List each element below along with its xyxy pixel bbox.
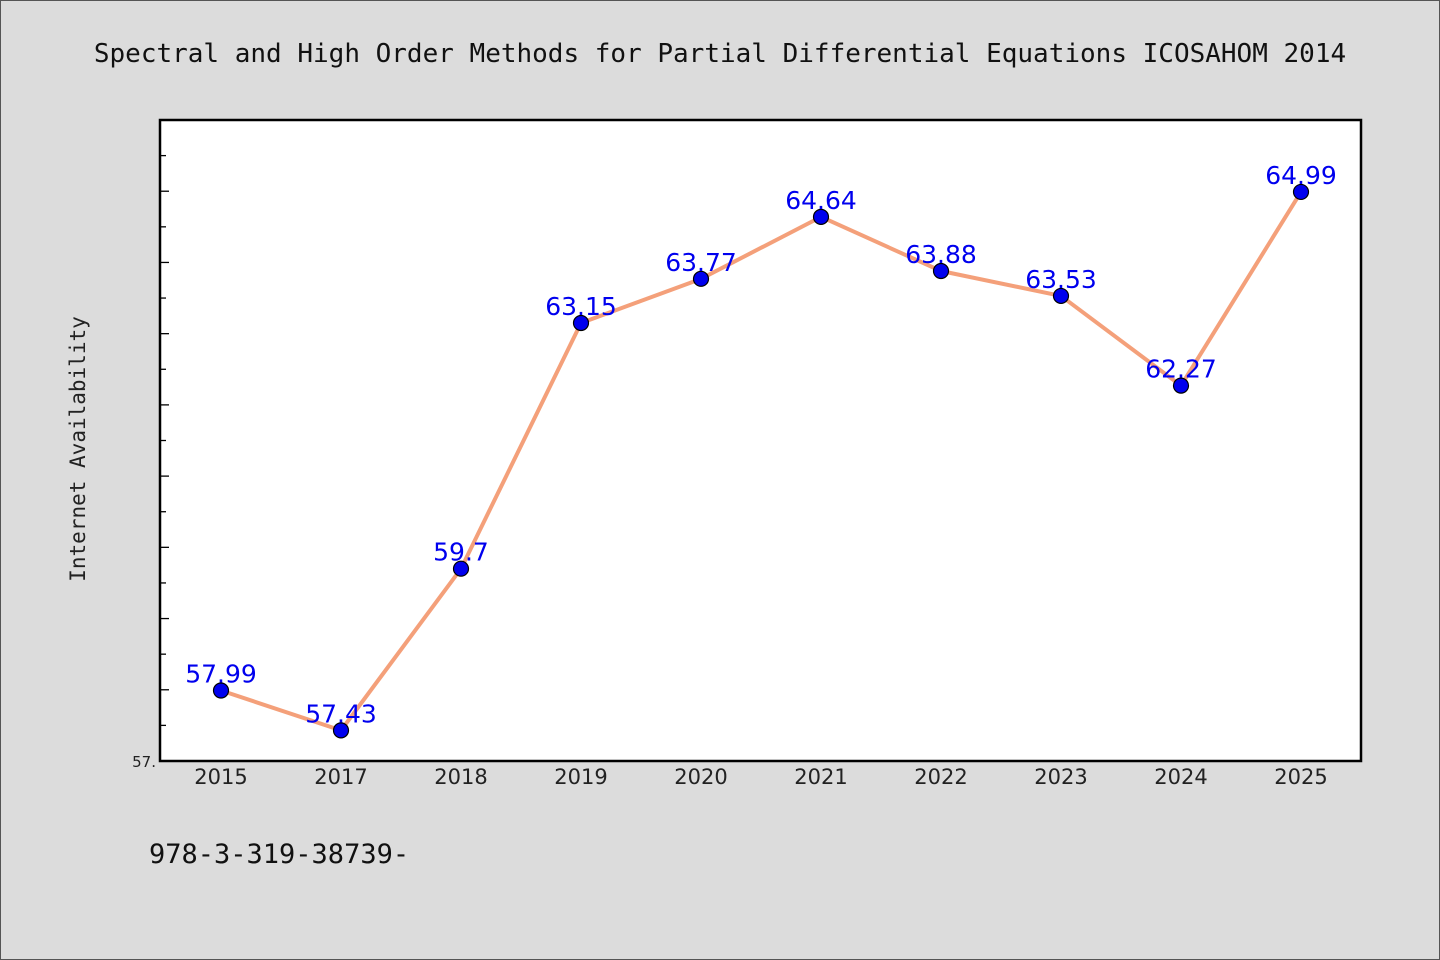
y-axis-label: Internet Availability (66, 316, 90, 582)
data-label-2020: 63.77 (665, 248, 737, 277)
data-point-2019 (572, 314, 590, 332)
data-labels: 57.99 57.43 59.7 63.15 63.77 64.64 63.88 63.53 6… (185, 161, 1337, 728)
data-label-2015: 57.99 (185, 659, 257, 688)
data-point-2020 (692, 270, 710, 287)
data-label-2024: 62.27 (1145, 355, 1217, 384)
x-tick-label-2024: 2024 (1154, 765, 1207, 789)
x-tick-label-2018: 2018 (434, 765, 487, 789)
series-line (219, 189, 1303, 733)
data-label-2025: 64.99 (1265, 161, 1337, 190)
x-tick-label-2025: 2025 (1274, 765, 1327, 789)
data-point-2018 (452, 560, 470, 577)
data-label-2018: 59.7 (433, 538, 489, 567)
data-point-2025 (1292, 183, 1310, 201)
x-tick-label-2017: 2017 (314, 765, 367, 789)
data-points (212, 183, 1310, 739)
data-label-2023: 63.53 (1025, 265, 1097, 294)
data-point-2015 (212, 682, 230, 699)
data-label-2022: 63.88 (905, 240, 977, 269)
x-tick-label-2021: 2021 (794, 765, 847, 789)
data-label-2021: 64.64 (785, 186, 857, 215)
data-point-2022 (932, 262, 950, 280)
data-point-2024 (1172, 377, 1190, 394)
plot-area (158, 118, 1363, 763)
y-axis-tick-labels: 57. (132, 753, 156, 771)
x-tick-label-2015: 2015 (194, 765, 247, 789)
x-tick-label-2020: 2020 (674, 765, 727, 789)
data-label-2019: 63.15 (545, 292, 617, 321)
data-point-2017 (332, 722, 350, 739)
x-axis-ticks: 2015 2017 2018 2019 2020 2021 2022 2023 2024 2025 (194, 765, 1327, 789)
data-point-2023 (1052, 287, 1070, 305)
footer-isbn: 978-3-319-38739- (149, 839, 409, 870)
data-label-2017: 57.43 (305, 699, 377, 728)
y-tick-label: 57. (132, 753, 156, 771)
x-tick-label-2023: 2023 (1034, 765, 1087, 789)
x-tick-label-2019: 2019 (554, 765, 607, 789)
x-tick-label-2022: 2022 (914, 765, 967, 789)
chart-title: Spectral and High Order Methods for Part… (94, 39, 1346, 69)
data-point-2021 (812, 208, 830, 225)
y-axis-ticks (160, 154, 169, 727)
